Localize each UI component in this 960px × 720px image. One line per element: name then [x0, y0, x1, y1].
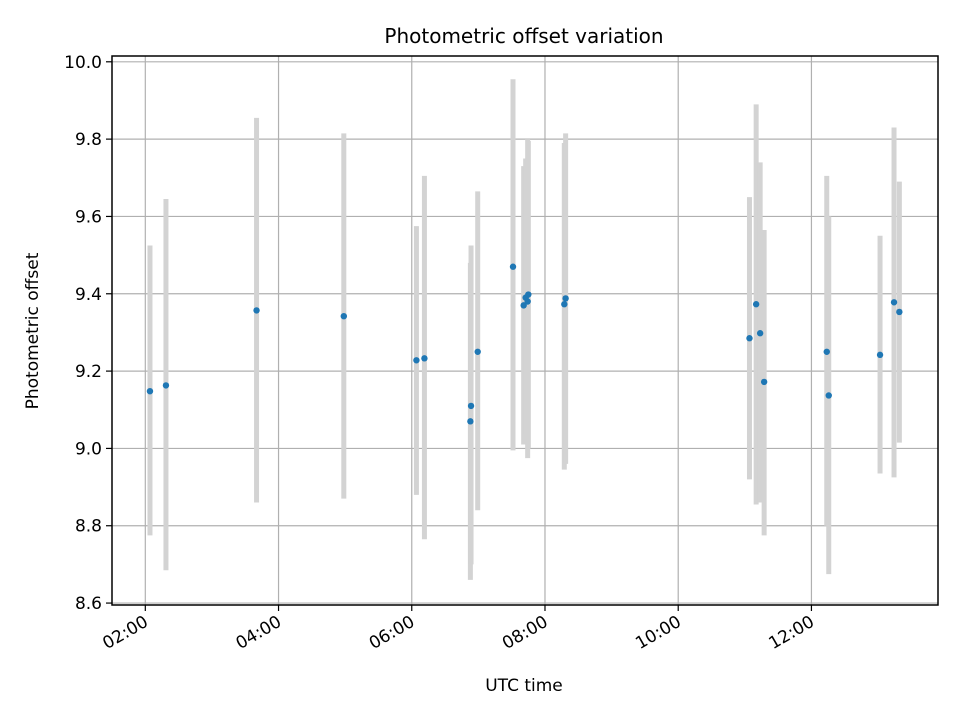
data-point [524, 298, 531, 305]
data-point [340, 312, 348, 320]
data-point [520, 302, 527, 309]
data-point [413, 357, 420, 364]
data-point [876, 351, 884, 359]
data-point [525, 291, 532, 298]
y-tick-label: 9.8 [75, 130, 102, 150]
data-point [562, 295, 569, 302]
y-tick-label: 9.2 [75, 362, 102, 382]
data-point [752, 301, 760, 308]
y-tick-label: 10.0 [64, 53, 102, 73]
data-point [162, 382, 170, 389]
data-point [509, 263, 517, 270]
data-point [467, 418, 474, 425]
data-point [825, 392, 832, 399]
grid-lines [112, 56, 938, 605]
data-point [146, 387, 154, 395]
y-tick-label: 9.4 [75, 285, 102, 305]
y-tick-label: 9.6 [75, 207, 102, 227]
data-point [421, 355, 428, 362]
data-point [253, 307, 260, 314]
y-axis-label: Photometric offset [23, 252, 43, 409]
data-point [561, 301, 568, 308]
y-axis-ticks: 8.6 8.8 9.0 9.2 9.4 9.6 9.8 10.0 [64, 53, 112, 614]
data-point [746, 335, 753, 342]
x-axis-label: UTC time [485, 676, 563, 696]
data-point [896, 308, 903, 316]
y-tick-label: 9.0 [75, 439, 102, 459]
data-point [760, 378, 768, 386]
plot-area-frame [111, 55, 939, 606]
y-tick-label: 8.6 [75, 594, 102, 614]
data-point [890, 299, 898, 306]
y-tick-label: 8.8 [75, 517, 102, 537]
data-point [756, 330, 764, 337]
data-points [146, 263, 903, 425]
data-point [474, 348, 481, 355]
chart-title: Photometric offset variation [384, 24, 663, 48]
data-point [823, 348, 830, 355]
data-point [467, 402, 475, 410]
